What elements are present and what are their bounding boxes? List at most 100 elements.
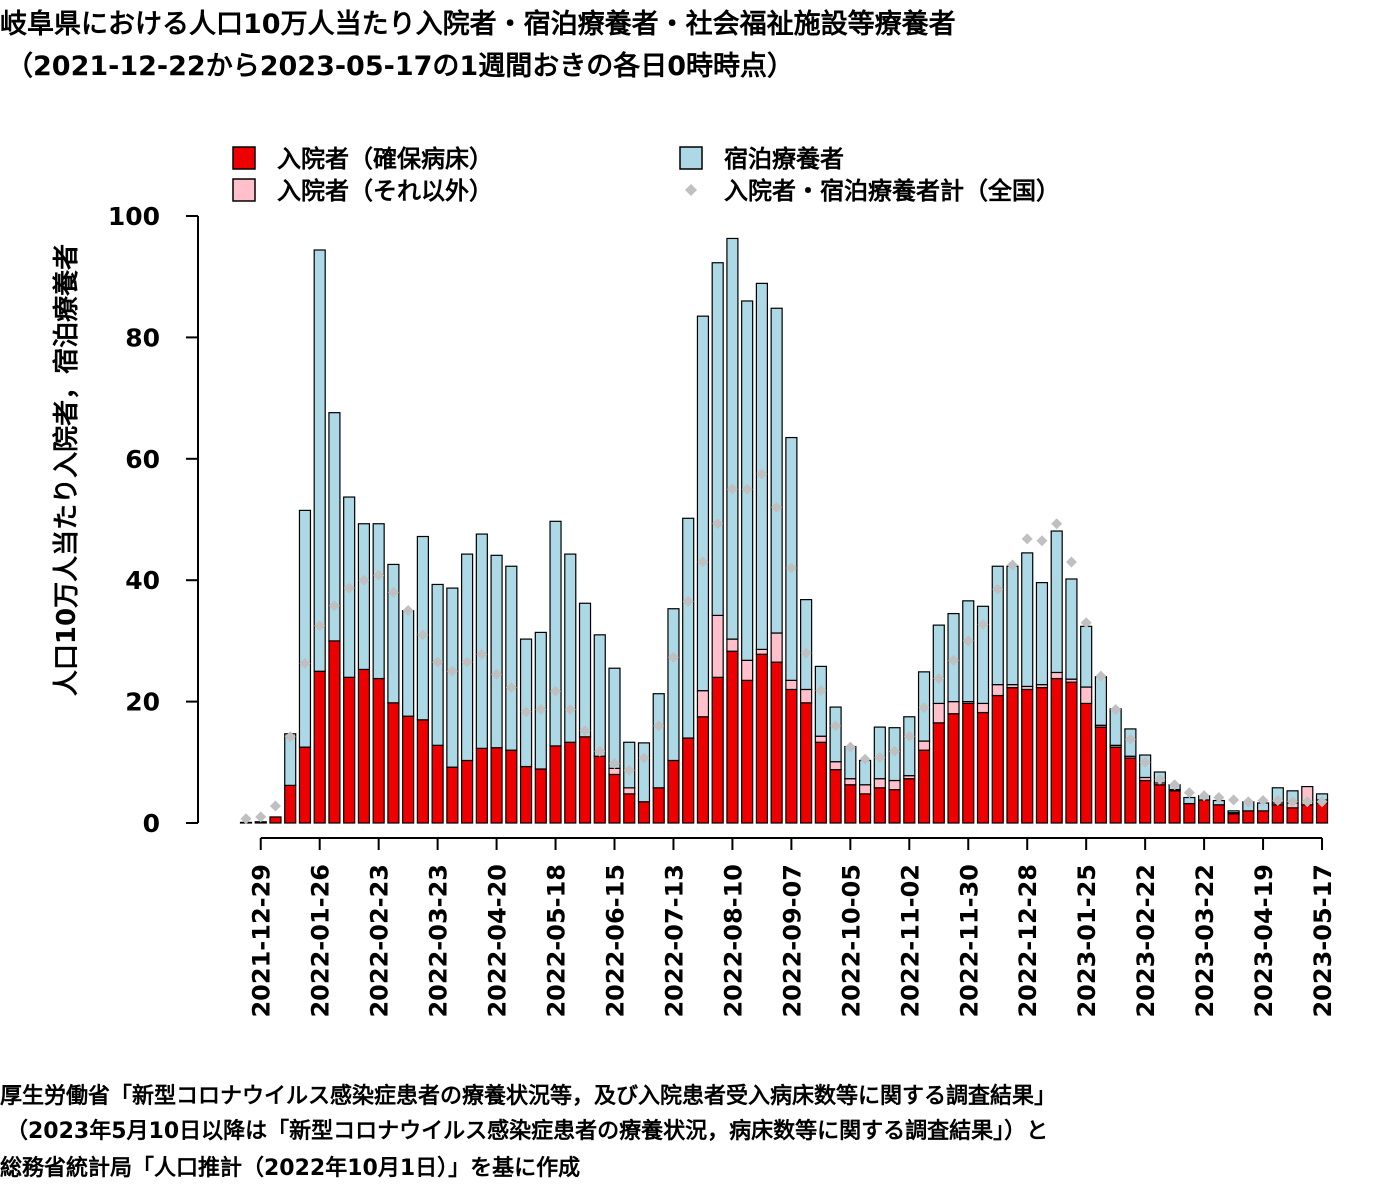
bar-segment-0 [1021,688,1034,824]
y-tick-label: 20 [125,688,160,717]
legend-swatch [679,146,703,170]
bar-segment-2 [770,307,783,634]
national-total-point [962,635,974,647]
national-total-point [417,629,429,641]
national-total-point [741,483,753,495]
national-total-point [1124,733,1136,745]
bar-segment-2 [1183,796,1196,805]
bar-segment-1 [976,702,990,714]
bar-segment-0 [1183,802,1196,824]
bar-segment-1 [696,690,710,718]
bar-segment-1 [814,735,827,743]
x-tick-label: 2022-05-18 [543,864,571,1018]
bar-segment-0 [402,715,415,824]
national-total-point [1257,795,1269,807]
bar-segment-0 [858,793,872,824]
bar-segment-1 [829,761,842,771]
national-total-point [579,725,591,737]
bar-segment-2 [829,706,842,763]
bar-segment-0 [446,766,459,824]
national-total-point [461,656,473,668]
bar-segment-0 [431,744,444,824]
bar-segment-2 [402,609,415,717]
national-total-point [550,685,562,697]
y-tick-label: 40 [125,566,160,595]
x-tick-label: 2023-01-25 [1073,864,1101,1018]
bar-segment-0 [1286,807,1299,824]
x-tick-label: 2022-06-15 [602,864,630,1018]
bar-segment-0 [461,759,474,824]
bar-segment-0 [1197,799,1211,824]
bar-segment-1 [1080,686,1093,705]
bar-segment-1 [726,638,739,652]
national-total-point [1139,756,1151,768]
bar-segment-2 [903,716,916,777]
national-total-point [1287,796,1299,808]
bar-segment-0 [829,768,842,824]
national-total-point [977,619,989,631]
x-tick-label: 2022-09-07 [778,864,806,1018]
national-total-point [358,574,370,586]
bar-segment-2 [1050,530,1063,674]
national-total-point [343,582,355,594]
y-tick-label: 0 [143,809,160,838]
y-axis: 0 20 40 60 80 100 [108,202,199,838]
bar-segment-0 [917,749,931,824]
national-total-point [1242,796,1254,808]
bar-segment-2 [519,638,533,768]
bar-segment-2 [298,509,312,748]
national-total-point [594,745,606,757]
source-note-line1: 厚生労働省「新型コロナウイルス感染症患者の療養状況等，及び入院患者受入病床数等に… [0,1084,1057,1109]
bar-segment-1 [991,684,1004,697]
x-tick-label: 2022-12-28 [1014,864,1042,1018]
national-total-point [889,745,901,757]
national-total-point [609,758,620,770]
source-note-line2: （2023年5月10日以降は「新型コロナウイルス感染症患者の療養状況，病床数等に… [6,1119,1049,1144]
national-total-point [432,656,444,668]
bar-segment-2 [328,412,341,642]
national-total-point [756,468,768,480]
bar-segment-0 [741,679,754,824]
national-total-point [933,673,945,685]
legend-swatch [232,178,256,202]
bar-segment-0 [667,759,680,824]
national-total-point [667,651,679,663]
national-total-point [918,702,930,714]
bar-segment-2 [726,237,739,640]
x-tick-label: 2022-08-10 [719,864,747,1018]
legend-swatch [232,146,256,170]
chart-subtitle: （2021-12-22から2023-05-17の1週間おきの各日0時時点） [6,51,794,82]
bar-segment-2 [785,436,798,681]
x-tick-label: 2022-11-30 [955,864,983,1018]
legend-swatch [685,184,697,196]
bar-segment-2 [534,631,547,770]
x-tick-label: 2022-04-20 [484,864,512,1018]
bar-segment-2 [667,608,680,762]
source-note-line3: 総務省統計局「人口推計（2022年10月1日）」を基に作成 [0,1156,581,1181]
bar-segment-0 [1212,804,1225,824]
bar-segment-0 [1256,810,1270,824]
national-total-point [1213,792,1225,804]
bar-segment-2 [1080,625,1093,688]
bar-segment-0 [1301,804,1314,824]
bar-segment-0 [873,787,886,824]
national-total-point [623,764,635,776]
bar-segment-0 [844,784,857,824]
bar-segment-1 [873,778,886,789]
bar-segment-0 [328,640,341,824]
bar-segment-0 [505,749,518,824]
national-total-point [1301,796,1313,808]
legend-label: 宿泊療養者 [724,145,844,173]
bar-segment-0 [475,747,488,824]
bar-segment-2 [313,249,326,672]
bar-segment-2 [637,742,651,803]
national-total-point [653,720,665,732]
bar-segment-0 [947,713,960,824]
bar-segment-0 [564,741,577,824]
national-total-point [830,720,842,732]
bar-segment-2 [814,665,827,737]
bar-segment-0 [962,702,975,824]
bar-segment-0 [1050,677,1063,824]
national-total-point [1095,670,1107,682]
